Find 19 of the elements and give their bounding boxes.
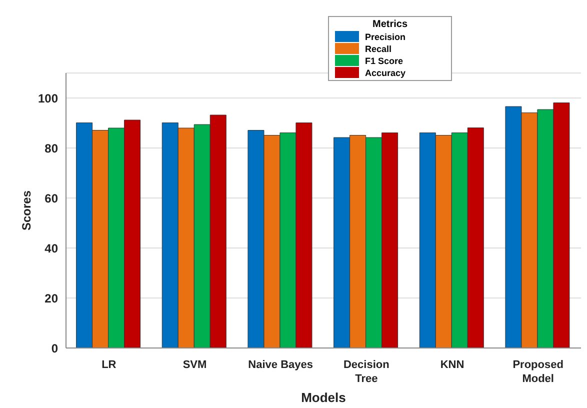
y-tick-label: 100 [38,91,58,106]
legend-title: Metrics [371,19,408,30]
x-tick-label: Proposed Model [512,359,564,385]
legend-label: Recall [364,43,393,54]
x-tick-label: SVM [182,359,207,371]
x-tick-label: Decision Tree [343,359,390,385]
legend-label: F1 Score [364,55,404,66]
legend-label: Accuracy [364,67,407,78]
x-tick-label: KNN [440,359,464,371]
y-tick-label: 80 [44,141,58,156]
y-tick-label: 60 [44,191,58,206]
legend-label: Precision [364,31,407,42]
x-tick-label: LR [102,359,116,371]
y-tick-label: 0 [51,341,58,356]
y-tick-label: 40 [44,241,58,256]
x-tick-label: Naive Bayes [248,359,313,371]
y-tick-label: 20 [44,291,58,306]
y-axis-title: Scores [19,190,34,231]
x-axis-title: Models [301,390,346,405]
